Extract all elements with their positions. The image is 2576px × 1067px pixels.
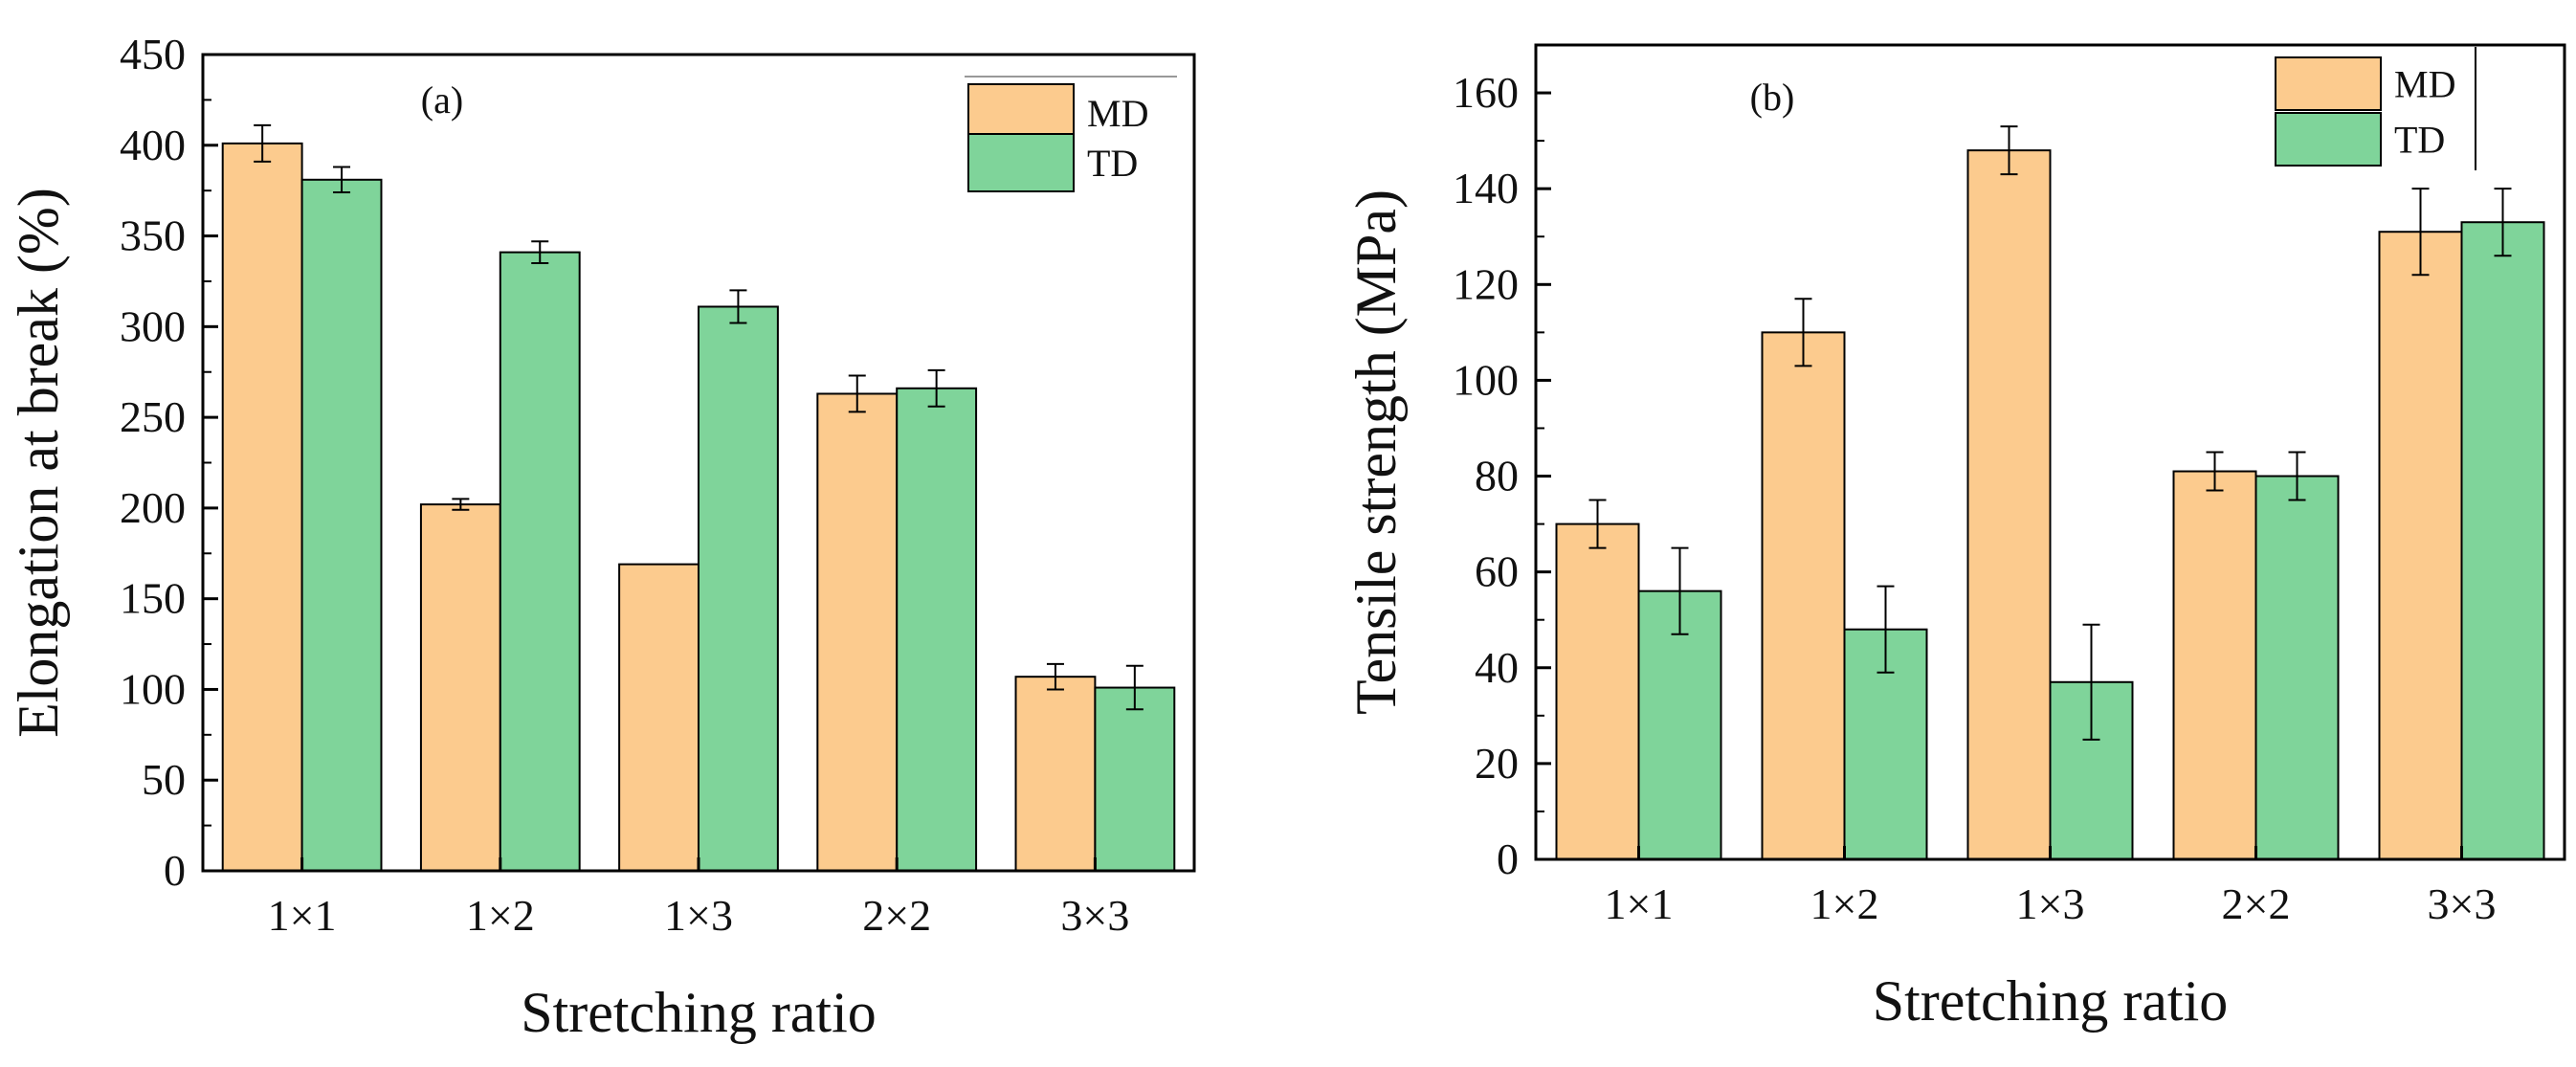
- y-axis-title: Elongation at break (%): [7, 188, 70, 738]
- y-tick-label: 0: [164, 846, 186, 895]
- bar-md-1: [221, 142, 303, 873]
- y-tick-label: 250: [120, 392, 186, 441]
- panel-label: (b): [1750, 76, 1795, 119]
- y-tick-label: 400: [120, 121, 186, 169]
- panel-label: (a): [421, 78, 463, 122]
- y-tick-label: 80: [1475, 452, 1519, 500]
- bar-md-1: [1555, 522, 1640, 861]
- y-axis-title: Tensile strength (MPa): [1344, 189, 1408, 715]
- bar-md-5: [2378, 231, 2463, 860]
- x-tick-label: 2×2: [2222, 879, 2291, 928]
- bar-md-2: [419, 503, 501, 872]
- bar-md-2: [1761, 331, 1846, 860]
- bar-td-5: [1094, 686, 1176, 872]
- bar-td-4: [896, 387, 978, 872]
- y-tick-label: 200: [120, 483, 186, 532]
- y-tick-label: 140: [1453, 164, 1519, 212]
- y-tick-label: 60: [1475, 547, 1519, 596]
- bar-md-4: [2172, 470, 2257, 860]
- x-tick-label: 1×2: [1810, 879, 1879, 928]
- x-tick-label: 1×3: [2016, 879, 2085, 928]
- legend-swatch-td: [2275, 112, 2382, 167]
- x-tick-label: 1×2: [466, 891, 535, 940]
- bar-td-1: [300, 178, 383, 872]
- x-tick-label: 3×3: [2428, 879, 2497, 928]
- bar-md-5: [1014, 676, 1097, 872]
- y-tick-label: 300: [120, 301, 186, 350]
- x-tick-label: 1×3: [664, 891, 733, 940]
- legend-label-td: TD: [2394, 119, 2445, 162]
- legend-swatch-td: [967, 133, 1075, 192]
- bar-md-3: [618, 563, 700, 872]
- bar-td-5: [2460, 221, 2545, 860]
- y-tick-label: 20: [1475, 739, 1519, 788]
- x-tick-label: 1×1: [268, 891, 337, 940]
- y-tick-label: 450: [120, 30, 186, 78]
- y-tick-label: 350: [120, 211, 186, 260]
- legend-swatch-md: [2275, 56, 2382, 111]
- y-tick-label: 100: [1453, 355, 1519, 404]
- x-tick-label: 1×1: [1605, 879, 1674, 928]
- y-tick-label: 160: [1453, 68, 1519, 117]
- chart-a-elongation: 0 50 100 150 200 250 300 350 400 450 1×1 1×2 1×3 2×2 3…: [7, 30, 1196, 1044]
- bar-td-3: [698, 305, 779, 872]
- y-tick-label: 0: [1497, 834, 1519, 883]
- bar-md-3: [1966, 149, 2052, 861]
- legend-label-td: TD: [1087, 142, 1138, 185]
- x-tick-label: 2×2: [862, 891, 931, 940]
- bar-td-4: [2254, 475, 2340, 860]
- x-axis-title: Stretching ratio: [1873, 969, 2229, 1033]
- y-tick-label: 40: [1475, 643, 1519, 692]
- y-tick-label: 150: [120, 574, 186, 623]
- y-tick-label: 50: [142, 755, 186, 804]
- chart-b-tensile-strength: 0 20 40 60 80 100 120 140 160 1×1 1×2 1×3 2×2 3×3 Stre…: [1344, 43, 2566, 1033]
- legend-label-md: MD: [1087, 92, 1148, 135]
- y-tick-label: 100: [120, 664, 186, 713]
- bar-td-2: [499, 251, 581, 873]
- x-axis-title: Stretching ratio: [521, 981, 877, 1044]
- x-tick-label: 3×3: [1060, 891, 1129, 940]
- bar-md-4: [816, 392, 899, 872]
- y-tick-label: 120: [1453, 259, 1519, 308]
- legend-label-md: MD: [2394, 63, 2455, 106]
